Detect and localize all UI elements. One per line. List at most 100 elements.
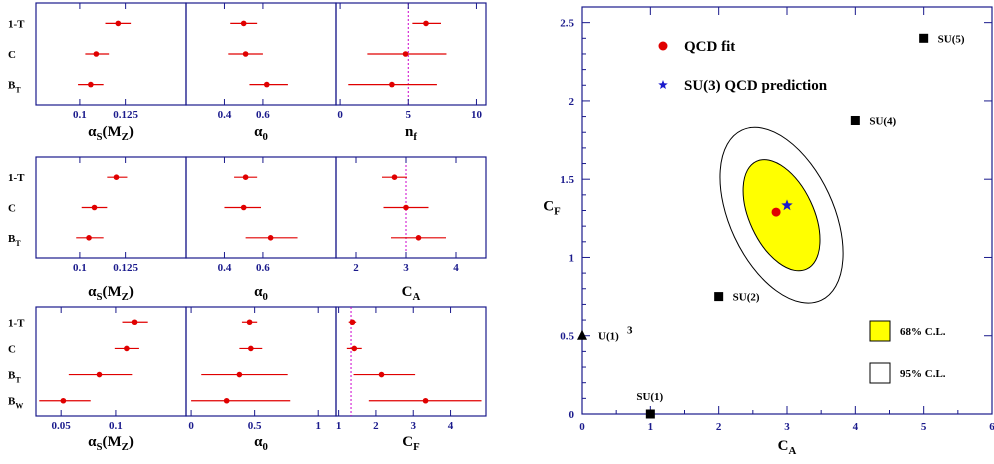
data-point-c [351,345,358,352]
y-tick-label: 1.5 [560,174,574,186]
x-tick-label: 0.1 [109,420,123,432]
data-point-b-t [415,235,422,241]
x-tick-label: 0.1 [73,262,87,274]
legend-95cl-swatch [869,362,891,384]
row-label-c: C [8,203,16,215]
marker-su-1 [645,409,655,419]
y-tick-label: 2 [569,96,575,108]
x-tick-label: 2 [353,262,359,274]
x-tick-label: 0.4 [218,262,232,274]
legend-qcd-fit-marker [658,41,668,51]
panel-r3-c3: 1 2 3 4 [335,306,487,432]
data-point-b-t [378,371,385,378]
panel-r2-c3: 2 3 4 [335,156,487,274]
data-point-c [93,51,100,57]
x-tick-label: 5 [921,421,927,433]
x-tick-label: 0 [579,421,585,433]
data-point-b-t [88,81,94,88]
qcd-fit-marker [771,207,781,217]
data-point-1-t [423,20,429,27]
y-tick-label: 1 [569,252,575,264]
x-tick-label: 0 [337,109,343,121]
ca-cf-plot: 0 1 2 3 4 5 6 0 0.5 1 1.5 2 2.5 CA CF SU(1) SU(2) SU(4) SU… [543,6,994,457]
panel-frame [35,156,187,259]
data-point-c [91,204,98,211]
x-tick-label: 1 [315,420,321,432]
legend-qcd-fit-label: QCD fit [684,39,735,55]
data-point-b-t [236,371,243,378]
x-tick-label: 10 [471,109,483,121]
panel-r3-c1: 0.05 0.1 [35,306,187,432]
data-point-b-w [60,397,67,404]
data-point-1-t [246,319,253,326]
x-tick-label: 0.6 [256,109,270,121]
y-tick-label: 2.5 [560,18,574,30]
group-label-superscript: 3 [627,325,633,337]
legend-68cl-swatch [869,320,891,342]
panel-r3-c2: 0 0.5 1 [185,306,337,432]
group-label-su-4: SU(4) [869,115,896,127]
row-label-1-t: 1-T [8,18,25,30]
x-tick-label: 1 [336,420,342,432]
x-axis-title: α0 [254,284,268,303]
legend-prediction-label: SU(3) QCD prediction [684,78,828,94]
data-point-b-t [86,235,92,241]
data-point-b-t [389,81,395,88]
x-axis-title: αS(MZ) [88,284,134,303]
data-point-1-t [240,20,247,27]
x-axis-title: αS(MZ) [88,434,134,453]
marker-su-4 [850,115,860,125]
x-tick-label: 4 [853,421,859,433]
data-point-b-w [422,397,429,404]
x-tick-label: 2 [716,421,722,433]
x-axis-title: α0 [254,124,268,143]
row-label-b-w: BW [8,396,23,411]
x-tick-label: 0.1 [73,109,87,121]
row-label-b-t: BT [8,370,21,385]
marker-u-1 [577,329,587,340]
data-point-b-t [263,81,270,88]
x-tick-label: 3 [784,421,790,433]
group-label-u-1: U(1) [598,331,619,343]
row-label-1-t: 1-T [8,317,25,329]
y-tick-label: 0 [569,409,575,421]
data-point-1-t [115,20,122,27]
legend-95cl-label: 95% C.L. [900,368,946,380]
legend-68cl-label: 68% C.L. [900,326,946,338]
x-tick-label: 1 [648,421,654,433]
x-axis-title: α0 [254,434,268,453]
row-label-b-t: BT [8,233,21,248]
data-point-b-w [223,397,230,404]
x-axis-title: CF [402,434,420,453]
data-point-1-t [131,319,138,326]
panel-frame [335,306,487,417]
y-tick-label: 0.5 [560,331,574,343]
panel-r1-c2: 0.4 0.6 [185,2,337,121]
panel-frame [335,156,487,259]
row-label-1-t: 1-T [8,172,25,184]
panel-frame [335,2,487,106]
data-point-b-t [267,235,274,241]
data-point-1-t [113,174,120,180]
x-axis-title: CA [778,438,797,457]
group-label-su-2: SU(2) [733,292,760,304]
data-point-1-t [391,174,398,180]
x-tick-label: 4 [453,262,459,274]
data-point-1-t [242,174,249,180]
x-tick-label: 3 [403,262,409,274]
su3-prediction-marker [781,199,793,211]
marker-su-2 [714,292,724,302]
x-axis-title: αS(MZ) [88,124,134,143]
panel-r1-c3: 0 5 10 [335,2,487,121]
x-tick-label: 2 [373,420,379,432]
panel-frame [35,2,187,106]
panel-frame [185,306,337,417]
panel-frame [35,306,187,417]
data-point-c [402,51,409,57]
data-point-1-t [349,319,356,326]
data-point-b-t [96,371,103,378]
x-tick-label: 0.125 [113,109,138,121]
group-label-su-5: SU(5) [938,33,965,45]
